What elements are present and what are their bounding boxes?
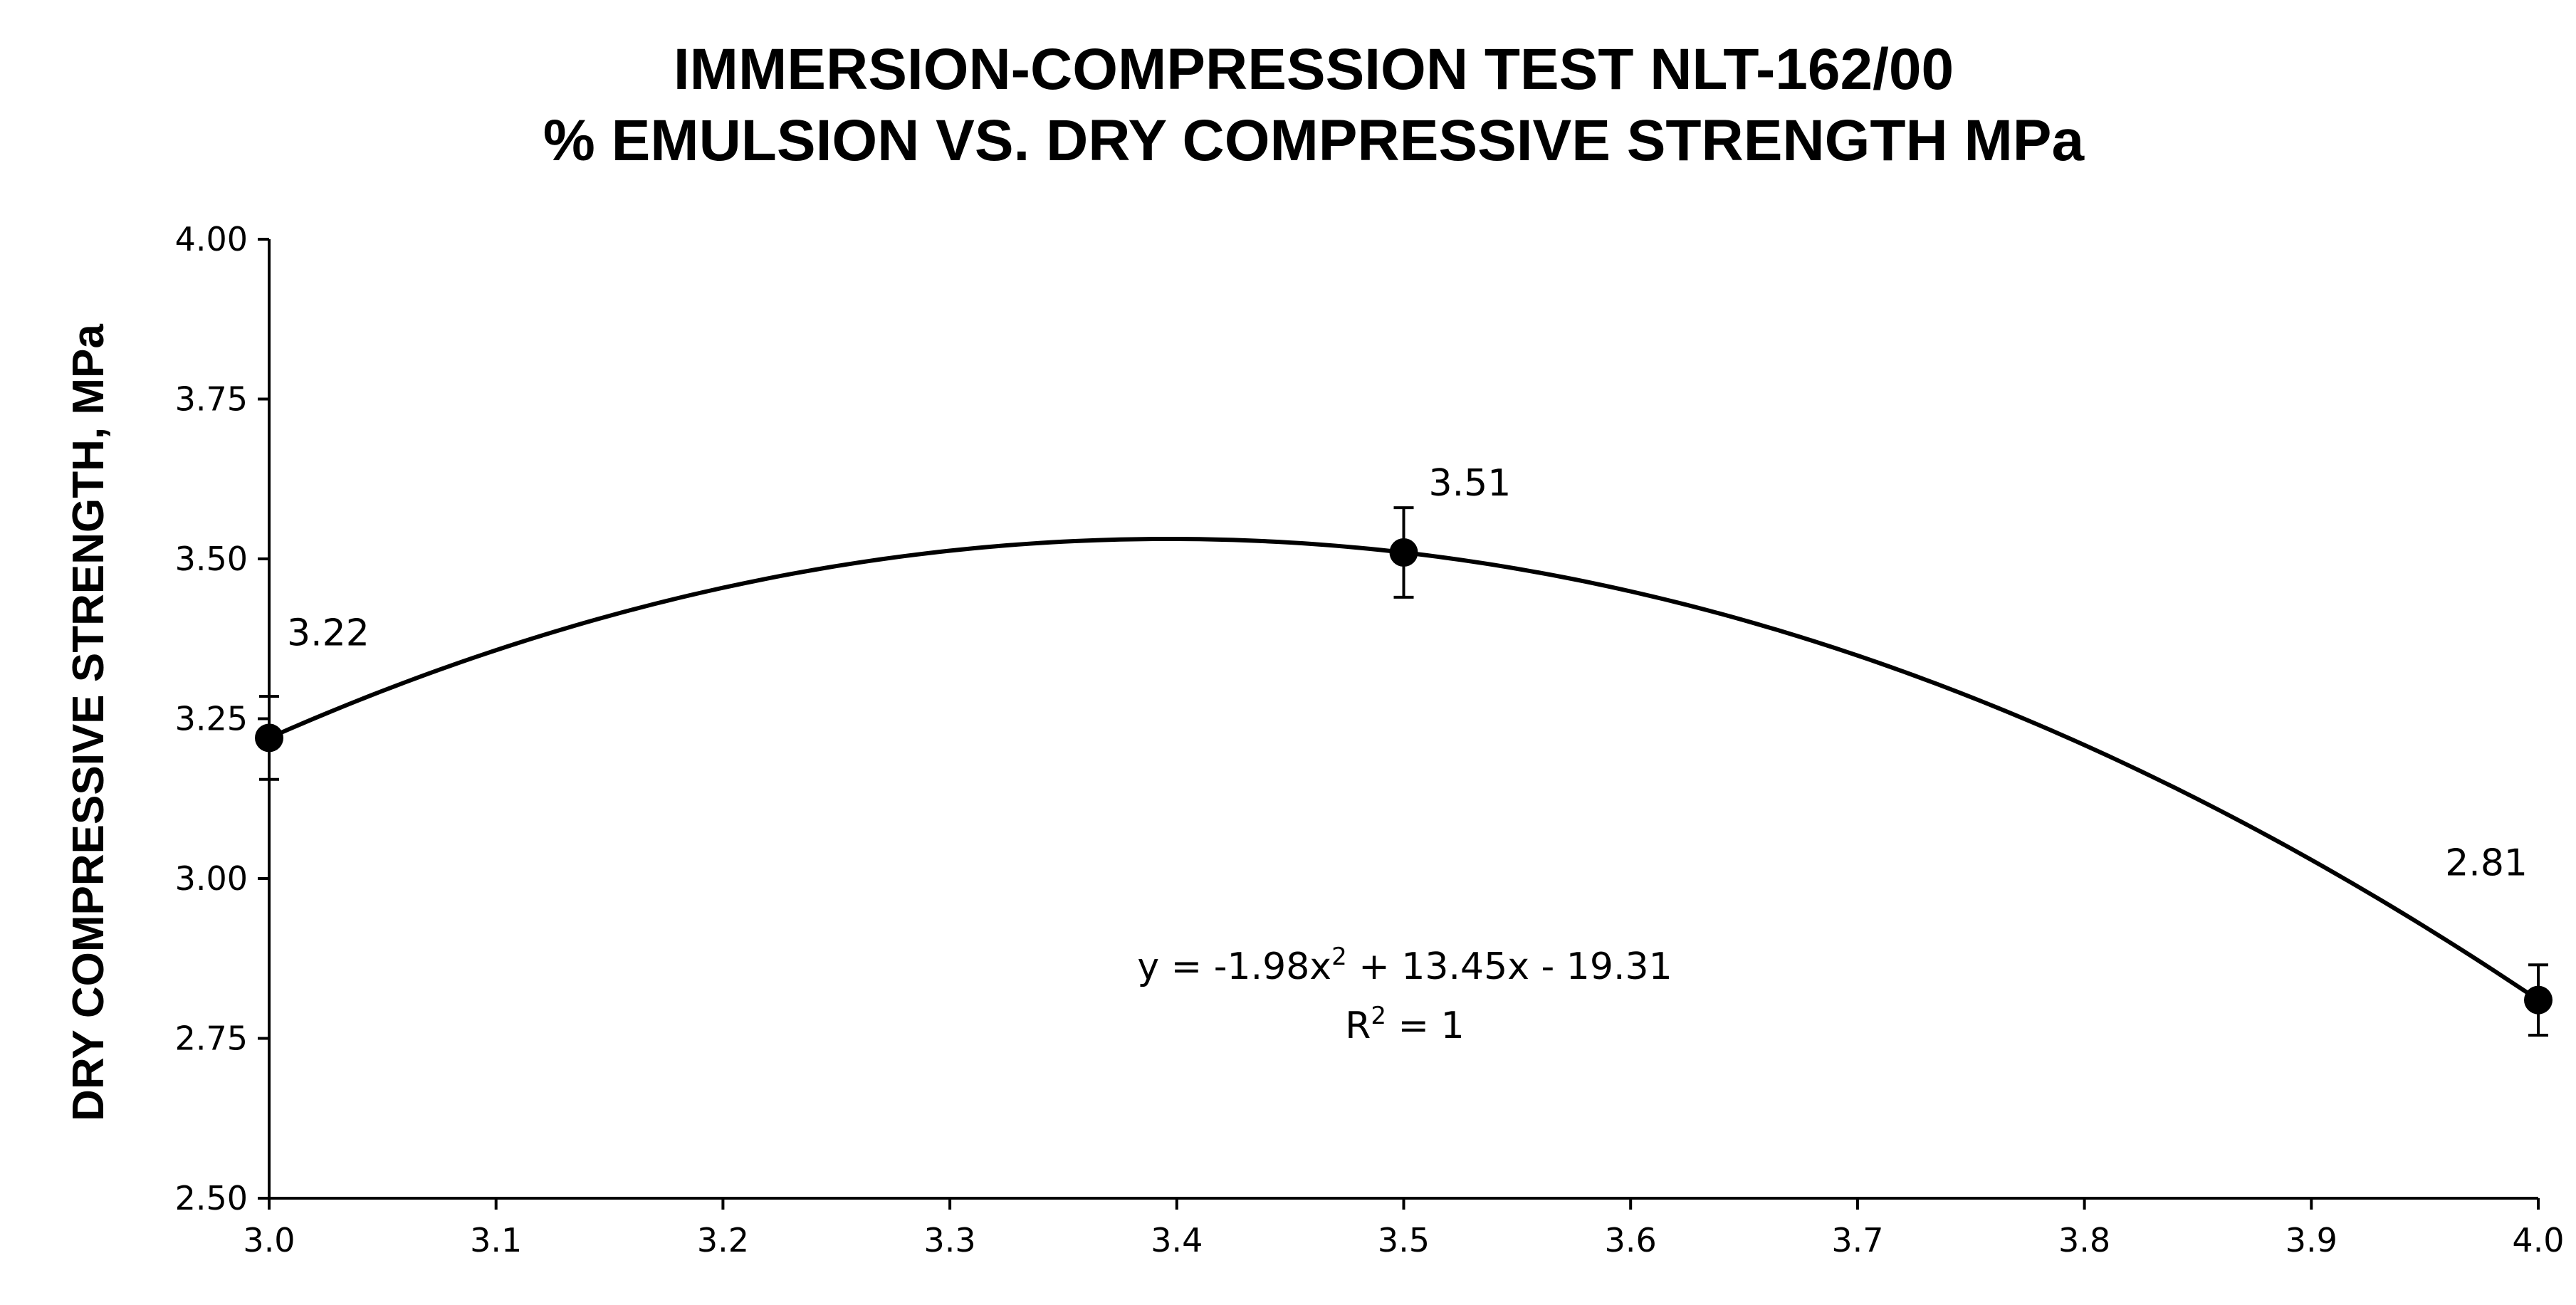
- y-tick-label: 3.75: [175, 380, 248, 419]
- x-tick-label: 3.5: [1378, 1221, 1430, 1259]
- y-axis-label: DRY COMPRESSIVE STRENGTH, MPa: [64, 324, 113, 1121]
- x-tick-label: 3.1: [470, 1221, 522, 1259]
- trendline-r-squared: R2 = 1: [1345, 1002, 1465, 1047]
- y-tick-label: 2.50: [175, 1179, 248, 1217]
- data-label: 2.81: [2445, 842, 2528, 885]
- x-tick-label: 3.9: [2286, 1221, 2337, 1259]
- y-tick-label: 3.25: [175, 700, 248, 738]
- x-tick-label: 3.7: [1831, 1221, 1883, 1259]
- r2-part: = 1: [1386, 1005, 1465, 1047]
- r2-superscript: 2: [1371, 1002, 1386, 1030]
- data-point: [255, 723, 283, 753]
- data-point: [1389, 538, 1418, 567]
- y-tick-label: 3.00: [175, 859, 248, 898]
- x-tick-label: 3.6: [1605, 1221, 1657, 1259]
- data-point: [2524, 985, 2553, 1015]
- chart-title-line-2: % EMULSION VS. DRY COMPRESSIVE STRENGTH …: [543, 108, 2085, 173]
- data-label: 3.22: [287, 612, 370, 654]
- x-tick-label: 3.8: [2058, 1221, 2110, 1259]
- equation-part: + 13.45x - 19.31: [1347, 945, 1672, 988]
- equation-superscript: 2: [1331, 943, 1347, 971]
- x-tick-label: 3.4: [1151, 1221, 1203, 1259]
- data-label: 3.51: [1429, 462, 1512, 505]
- equation-part: y = -1.98x: [1137, 945, 1331, 988]
- y-tick-label: 2.75: [175, 1020, 248, 1058]
- y-tick-label: 4.00: [175, 220, 248, 258]
- trendline-equation: y = -1.98x2 + 13.45x - 19.31: [1137, 943, 1672, 988]
- plot-area: 3.0 3.1 3.2 3.3 3.4 3.5 3.6 3.7 3.8 3.9 4.0 2.50 2.7…: [175, 220, 2565, 1259]
- x-tick-label: 3.3: [924, 1221, 976, 1259]
- y-tick-label: 3.50: [175, 540, 248, 578]
- r2-part: R: [1345, 1005, 1371, 1047]
- x-tick-label: 3.2: [697, 1221, 749, 1259]
- chart-title-line-1: IMMERSION-COMPRESSION TEST NLT-162/00: [674, 37, 1954, 102]
- x-tick-label: 4.0: [2512, 1221, 2564, 1259]
- x-tick-label: 3.0: [243, 1221, 295, 1259]
